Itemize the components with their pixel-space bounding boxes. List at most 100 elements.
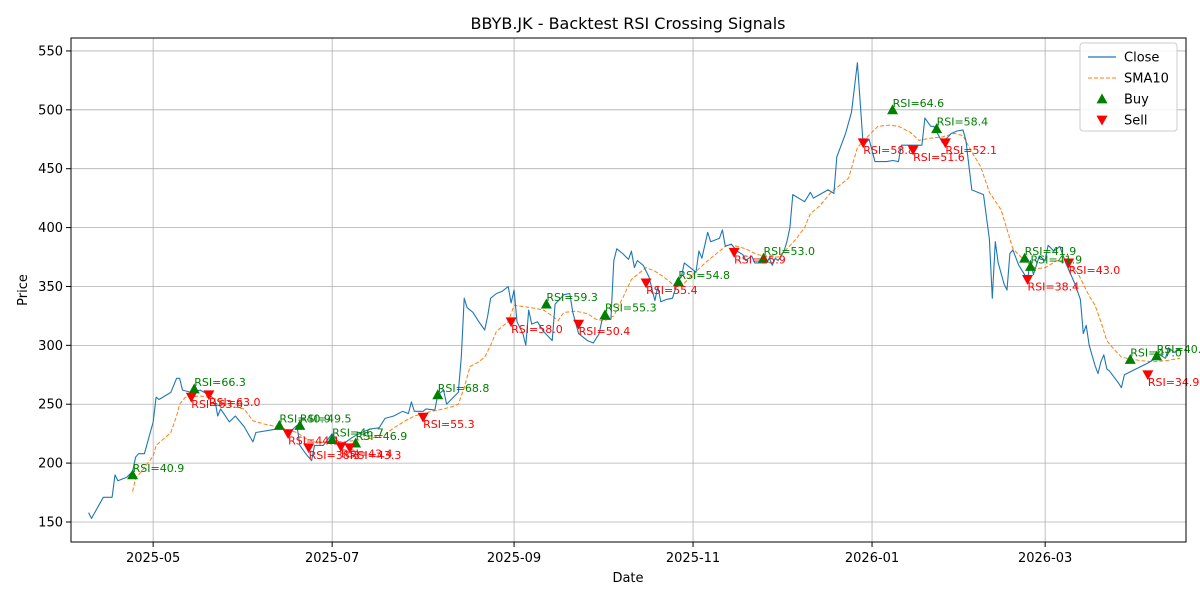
sell-annotation: RSI=55.4: [646, 284, 698, 297]
legend-swatch-sell: [1096, 115, 1108, 126]
sell-marker: [640, 278, 652, 289]
legend-label: Close: [1124, 51, 1159, 66]
sell-marker: [907, 145, 919, 156]
sell-marker: [857, 138, 869, 149]
y-tick-label: 150: [38, 515, 63, 530]
legend-box: [1079, 42, 1178, 132]
buy-annotation: RSI=40.9: [133, 462, 185, 475]
buy-marker: [599, 309, 611, 320]
sell-marker: [417, 412, 429, 423]
buy-annotation: RSI=41.9: [1025, 245, 1077, 258]
close-series: [88, 62, 1181, 519]
y-tick-label: 500: [38, 103, 63, 118]
buy-marker: [326, 434, 338, 444]
buy-annotation: RSI=40.9: [279, 412, 331, 425]
sell-marker: [303, 443, 315, 454]
sell-annotation: RSI=38.4: [1028, 280, 1080, 293]
buy-annotation: RSI=59.3: [546, 291, 598, 304]
sell-marker: [1063, 258, 1075, 269]
sell-annotation: RSI=52.1: [945, 144, 997, 157]
buy-annotation: RSI=58.4: [937, 116, 989, 129]
y-axis-ticks: 150 200 250 300 350 400 450 500 550: [38, 44, 71, 530]
y-tick-label: 250: [38, 398, 63, 413]
buy-annotation: RSI=68.8: [438, 382, 490, 395]
buy-marker: [1124, 353, 1136, 364]
sell-annotation: RSI=50.4: [579, 325, 631, 338]
y-tick-label: 350: [38, 280, 63, 295]
y-tick-label: 450: [38, 162, 63, 177]
x-tick-label: 2026-01: [845, 551, 899, 566]
buy-marker: [127, 469, 139, 480]
sell-annotation: RSI=63.0: [209, 396, 261, 409]
legend-label: Sell: [1124, 114, 1147, 129]
sell-marker: [203, 390, 215, 401]
buy-annotation: RSI=53.0: [763, 245, 815, 258]
sell-annotation: RSI=63.6: [191, 398, 243, 411]
x-tick-label: 2025-05: [126, 551, 180, 566]
legend-items: Close SMA10 Buy Sell: [1088, 51, 1169, 129]
sell-annotation: RSI=38.3: [309, 449, 361, 462]
sell-marker: [185, 392, 197, 403]
sell-marker: [282, 429, 294, 440]
sell-annotation: RSI=55.9: [734, 253, 786, 266]
buy-annotation: RSI=47.0: [1130, 346, 1182, 359]
buy-annotation: RSI=64.6: [893, 97, 945, 110]
buy-marker: [1019, 252, 1031, 263]
sell-annotation: RSI=34.9: [1148, 376, 1200, 389]
x-axis-ticks: 2025-05 2025-07 2025-09 2025-11 2026-01 2026-…: [126, 542, 1072, 566]
buy-annotation: RSI=66.3: [194, 376, 246, 389]
x-tick-label: 2025-07: [305, 551, 359, 566]
buy-marker: [188, 383, 200, 394]
buy-marker: [540, 298, 552, 309]
sell-marker: [1022, 275, 1034, 285]
sell-marker: [573, 319, 585, 330]
chart-title: BBYB.JK - Backtest RSI Crossing Signals: [471, 14, 786, 33]
sell-marker: [939, 138, 951, 149]
buy-marker: [273, 419, 285, 430]
buy-marker: [432, 389, 444, 400]
legend-swatch-buy: [1096, 93, 1108, 104]
y-tick-label: 550: [38, 44, 63, 59]
buy-marker: [887, 104, 899, 115]
sell-marker: [335, 442, 347, 453]
sell-annotation: RSI=43.3: [350, 449, 402, 462]
sma10-line: [132, 124, 1181, 492]
buy-annotation: RSI=49.5: [300, 412, 352, 425]
buy-annotation: RSI=46.7: [332, 427, 384, 440]
sell-annotation: RSI=44.1: [288, 435, 340, 448]
grid: [71, 38, 1186, 542]
sell-marker: [1142, 370, 1154, 381]
sell-annotation: RSI=58.0: [511, 323, 563, 336]
x-tick-label: 2025-09: [487, 551, 541, 566]
sell-marker: [728, 247, 740, 258]
sell-annotation: RSI=58.8: [863, 144, 915, 157]
x-axis-label: Date: [612, 571, 643, 586]
buy-marker: [1151, 350, 1163, 361]
buy-marker: [931, 123, 943, 134]
sma-series: [132, 124, 1181, 492]
close-line: [88, 62, 1181, 519]
y-tick-label: 400: [38, 221, 63, 236]
buy-annotation: RSI=54.8: [678, 269, 730, 282]
y-axis-label: Price: [16, 274, 31, 306]
buy-marker: [757, 252, 769, 263]
buy-annotation: RSI=41.9: [1030, 253, 1082, 266]
signal-annotations: RSI=40.9RSI=66.3RSI=40.9RSI=49.5RSI=46.7…: [133, 97, 1200, 475]
sell-annotation: RSI=43.0: [1069, 264, 1121, 277]
buy-marker: [294, 419, 306, 430]
x-tick-label: 2025-11: [666, 551, 720, 566]
buy-annotation: RSI=40.9: [1157, 343, 1200, 356]
x-tick-label: 2026-03: [1018, 551, 1072, 566]
sell-marker: [344, 443, 356, 454]
legend: Close SMA10 Buy Sell: [1079, 42, 1178, 132]
sell-markers: [185, 138, 1154, 454]
buy-marker: [1024, 260, 1036, 271]
sell-marker: [505, 317, 517, 328]
sell-annotation: RSI=43.4: [341, 448, 393, 461]
y-tick-label: 300: [38, 339, 63, 354]
buy-marker: [672, 276, 684, 287]
plot-frame: [70, 37, 1187, 543]
